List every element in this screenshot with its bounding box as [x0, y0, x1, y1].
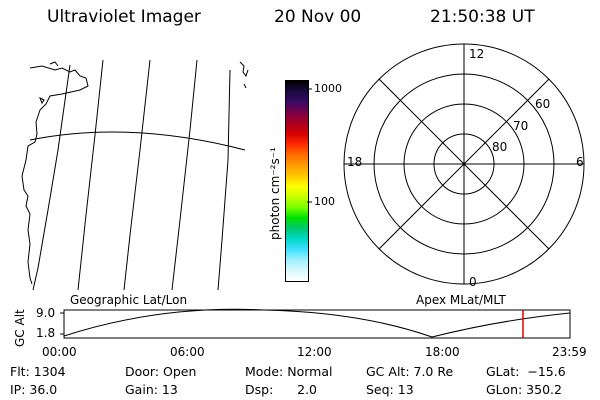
meridian-line: [77, 59, 104, 291]
polar-ring: [433, 133, 495, 195]
meridian-line: [171, 59, 198, 291]
polar-ring: [403, 103, 525, 225]
instrument-title: Ultraviolet Imager: [47, 7, 201, 27]
colorbar-unit-label: photon cm⁻²s⁻¹: [268, 147, 282, 240]
image-time: 21:50:38 UT: [430, 7, 535, 27]
polar-ring: [373, 73, 555, 255]
geographic-latitude: GLat: −15.6: [486, 364, 566, 379]
timeline-xtick-0600: 06:00: [170, 345, 205, 359]
mlat-label-60: 60: [535, 97, 551, 111]
timeline-ytick-9: 9.0: [36, 306, 56, 320]
colorbar-tick-100: 100: [314, 195, 335, 208]
colorbar-tick-1000: 1000: [314, 82, 342, 95]
polar-ring: [343, 43, 585, 285]
dsp-value: Dsp: 2.0: [245, 382, 318, 397]
door-status: Door: Open: [125, 364, 197, 379]
timeline-left-label: Geographic Lat/Lon: [70, 293, 188, 307]
timeline-xtick-1200: 12:00: [297, 345, 332, 359]
timeline-xtick-0000: 00:00: [42, 345, 77, 359]
meridian-line: [123, 59, 151, 291]
mlt-label-6: 6: [576, 155, 584, 169]
gain-value: Gain: 13: [125, 382, 178, 397]
parallel-line: [29, 131, 246, 151]
geographic-longitude: GLon: 350.2: [486, 382, 562, 397]
timeline-right-label: Apex MLat/MLT: [416, 293, 506, 307]
meridian-line: [32, 64, 71, 291]
mlt-label-12: 12: [469, 47, 485, 61]
mlat-label-80: 80: [492, 140, 508, 154]
timeline-xtick-2359: 23:59: [552, 345, 587, 359]
colorbar: [285, 80, 309, 282]
ip-value: IP: 36.0: [10, 382, 58, 397]
coastline: [21, 65, 89, 285]
gc-altitude: GC Alt: 7.0 Re: [366, 364, 454, 379]
sequence-number: Seq: 13: [366, 382, 414, 397]
mlt-label-18: 18: [347, 155, 363, 169]
altitude-curve: [63, 308, 571, 338]
mlat-label-70: 70: [513, 119, 529, 133]
mlt-label-0: 0: [469, 275, 477, 289]
timeline-xtick-1800: 18:00: [425, 345, 460, 359]
timeline-frame: [63, 309, 571, 339]
timeline-ytick-1-8: 1.8: [36, 326, 56, 340]
mode-value: Mode: Normal: [245, 364, 333, 379]
image-date: 20 Nov 00: [274, 7, 362, 27]
flight-number: Flt: 1304: [10, 364, 66, 379]
timeline-axis-title: GC Alt: [13, 309, 27, 347]
meridian-line: [217, 69, 231, 291]
